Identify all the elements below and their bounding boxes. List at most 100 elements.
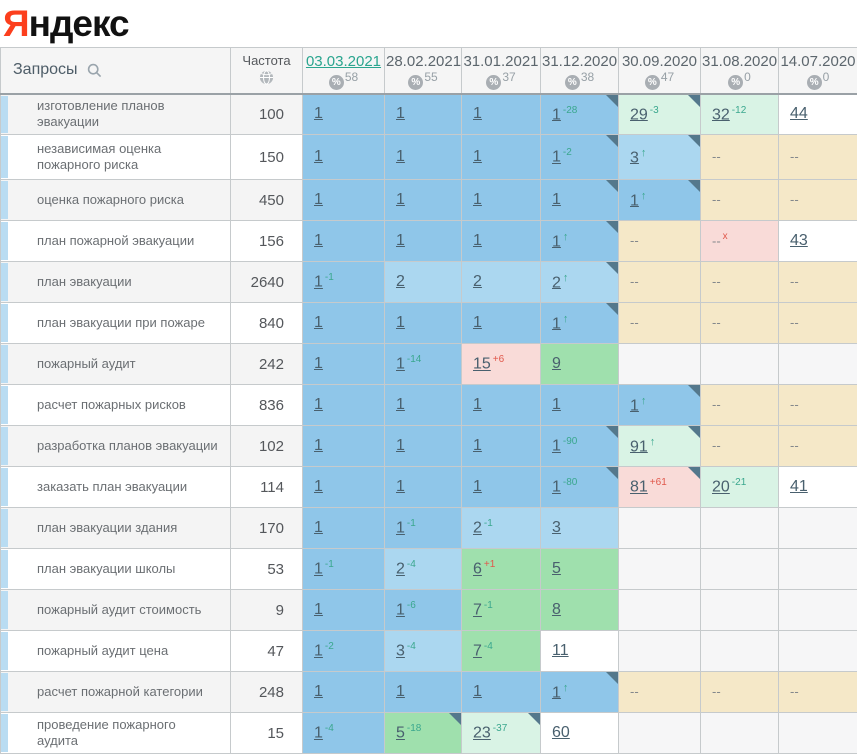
position-value[interactable]: 1 bbox=[314, 191, 323, 208]
column-header-date-31.08.2020[interactable]: 31.08.2020%0 bbox=[701, 48, 779, 94]
position-value[interactable]: 1 bbox=[314, 561, 323, 578]
position-value[interactable]: 1 bbox=[630, 397, 639, 414]
position-value[interactable]: 6 bbox=[473, 561, 482, 578]
position-delta: -4 bbox=[407, 559, 416, 570]
position-value[interactable]: 3 bbox=[630, 149, 639, 166]
position-value[interactable]: 1 bbox=[473, 478, 482, 495]
date-label[interactable]: 31.08.2020 bbox=[702, 53, 777, 70]
position-value[interactable]: 32 bbox=[712, 106, 730, 123]
date-label[interactable]: 31.12.2020 bbox=[542, 53, 617, 70]
position-cell: -- bbox=[779, 385, 857, 426]
position-cell bbox=[619, 590, 701, 631]
position-value[interactable]: 1 bbox=[473, 314, 482, 331]
position-value[interactable]: 8 bbox=[552, 601, 561, 618]
position-value[interactable]: 1 bbox=[314, 105, 323, 122]
position-value[interactable]: 1 bbox=[314, 683, 323, 700]
column-header-date-31.12.2020[interactable]: 31.12.2020%38 bbox=[541, 48, 619, 94]
position-value[interactable]: 2 bbox=[552, 274, 561, 291]
position-value[interactable]: 1 bbox=[552, 233, 561, 250]
position-value[interactable]: 1 bbox=[552, 315, 561, 332]
position-value[interactable]: 1 bbox=[396, 437, 405, 454]
position-value[interactable]: 91 bbox=[630, 438, 648, 455]
position-cell: 5-18 bbox=[385, 713, 462, 754]
date-label[interactable]: 28.02.2021 bbox=[386, 53, 460, 70]
date-label[interactable]: 31.01.2021 bbox=[463, 53, 539, 70]
position-value[interactable]: 23 bbox=[473, 725, 491, 742]
position-value[interactable]: 2 bbox=[396, 273, 405, 290]
position-value[interactable]: 44 bbox=[790, 105, 808, 122]
position-value[interactable]: 1 bbox=[314, 232, 323, 249]
position-value[interactable]: 1 bbox=[552, 149, 561, 166]
position-value[interactable]: 1 bbox=[552, 191, 561, 208]
position-value[interactable]: 1 bbox=[314, 314, 323, 331]
search-icon[interactable] bbox=[87, 63, 102, 78]
position-value[interactable]: 1 bbox=[552, 106, 561, 123]
column-header-date-30.09.2020[interactable]: 30.09.2020%47 bbox=[619, 48, 701, 94]
position-value[interactable]: 5 bbox=[552, 560, 561, 577]
date-label[interactable]: 14.07.2020 bbox=[780, 53, 856, 70]
position-value[interactable]: 1 bbox=[314, 274, 323, 291]
position-value[interactable]: 1 bbox=[630, 192, 639, 209]
position-value[interactable]: 1 bbox=[396, 232, 405, 249]
position-value[interactable]: 11 bbox=[552, 642, 569, 659]
position-value[interactable]: 81 bbox=[630, 479, 648, 496]
column-header-date-14.07.2020[interactable]: 14.07.2020%0 bbox=[779, 48, 857, 94]
position-value[interactable]: 1 bbox=[314, 355, 323, 372]
position-value[interactable]: 41 bbox=[790, 478, 808, 495]
position-value[interactable]: 29 bbox=[630, 106, 648, 123]
column-header-date-31.01.2021[interactable]: 31.01.2021%37 bbox=[462, 48, 541, 94]
position-value[interactable]: 1 bbox=[473, 437, 482, 454]
position-value[interactable]: 15 bbox=[473, 356, 491, 373]
position-value[interactable]: 1 bbox=[473, 396, 482, 413]
position-value[interactable]: 43 bbox=[790, 232, 808, 249]
column-header-date-03.03.2021[interactable]: 03.03.2021%58 bbox=[303, 48, 385, 94]
position-value[interactable]: 1 bbox=[314, 148, 323, 165]
position-value[interactable]: 1 bbox=[314, 601, 323, 618]
frequency-value: 248 bbox=[259, 684, 284, 701]
position-value[interactable]: 7 bbox=[473, 602, 482, 619]
position-value[interactable]: 1 bbox=[552, 479, 561, 496]
position-value[interactable]: 1 bbox=[552, 396, 561, 413]
date-label[interactable]: 03.03.2021 bbox=[304, 53, 383, 70]
position-value[interactable]: 60 bbox=[552, 724, 570, 741]
position-value[interactable]: 9 bbox=[552, 355, 561, 372]
position-value[interactable]: 1 bbox=[396, 683, 405, 700]
position-value[interactable]: 3 bbox=[552, 519, 561, 536]
position-value[interactable]: 1 bbox=[552, 684, 561, 701]
position-cell: 1-6 bbox=[385, 590, 462, 631]
position-value[interactable]: 1 bbox=[396, 520, 405, 537]
position-value[interactable]: 1 bbox=[396, 356, 405, 373]
position-value[interactable]: 20 bbox=[712, 479, 730, 496]
position-value[interactable]: 1 bbox=[396, 314, 405, 331]
position-value[interactable]: 2 bbox=[396, 561, 405, 578]
position-cell: 8 bbox=[541, 590, 619, 631]
position-value[interactable]: 1 bbox=[314, 725, 323, 742]
position-value[interactable]: 5 bbox=[396, 725, 405, 742]
position-value[interactable]: 1 bbox=[396, 478, 405, 495]
position-value[interactable]: 1 bbox=[314, 643, 323, 660]
position-value[interactable]: 1 bbox=[473, 191, 482, 208]
position-value[interactable]: 3 bbox=[396, 643, 405, 660]
position-value[interactable]: 1 bbox=[314, 437, 323, 454]
position-value[interactable]: 1 bbox=[314, 478, 323, 495]
position-value[interactable]: 1 bbox=[552, 438, 561, 455]
date-label[interactable]: 30.09.2020 bbox=[620, 53, 699, 70]
column-header-date-28.02.2021[interactable]: 28.02.2021%55 bbox=[385, 48, 462, 94]
position-value[interactable]: 2 bbox=[473, 273, 482, 290]
position-value[interactable]: 1 bbox=[396, 105, 405, 122]
position-value[interactable]: 1 bbox=[473, 232, 482, 249]
position-value[interactable]: 2 bbox=[473, 520, 482, 537]
position-value[interactable]: 7 bbox=[473, 643, 482, 660]
not-ranked-value: -- bbox=[712, 192, 721, 207]
position-value[interactable]: 1 bbox=[473, 105, 482, 122]
position-value[interactable]: 1 bbox=[314, 396, 323, 413]
position-value[interactable]: 1 bbox=[473, 683, 482, 700]
position-value[interactable]: 1 bbox=[396, 396, 405, 413]
position-value[interactable]: 1 bbox=[396, 602, 405, 619]
position-value[interactable]: 1 bbox=[396, 148, 405, 165]
visibility-percent-badge: %38 bbox=[542, 71, 617, 90]
position-value[interactable]: 1 bbox=[473, 148, 482, 165]
position-value[interactable]: 1 bbox=[396, 191, 405, 208]
position-value[interactable]: 1 bbox=[314, 519, 323, 536]
